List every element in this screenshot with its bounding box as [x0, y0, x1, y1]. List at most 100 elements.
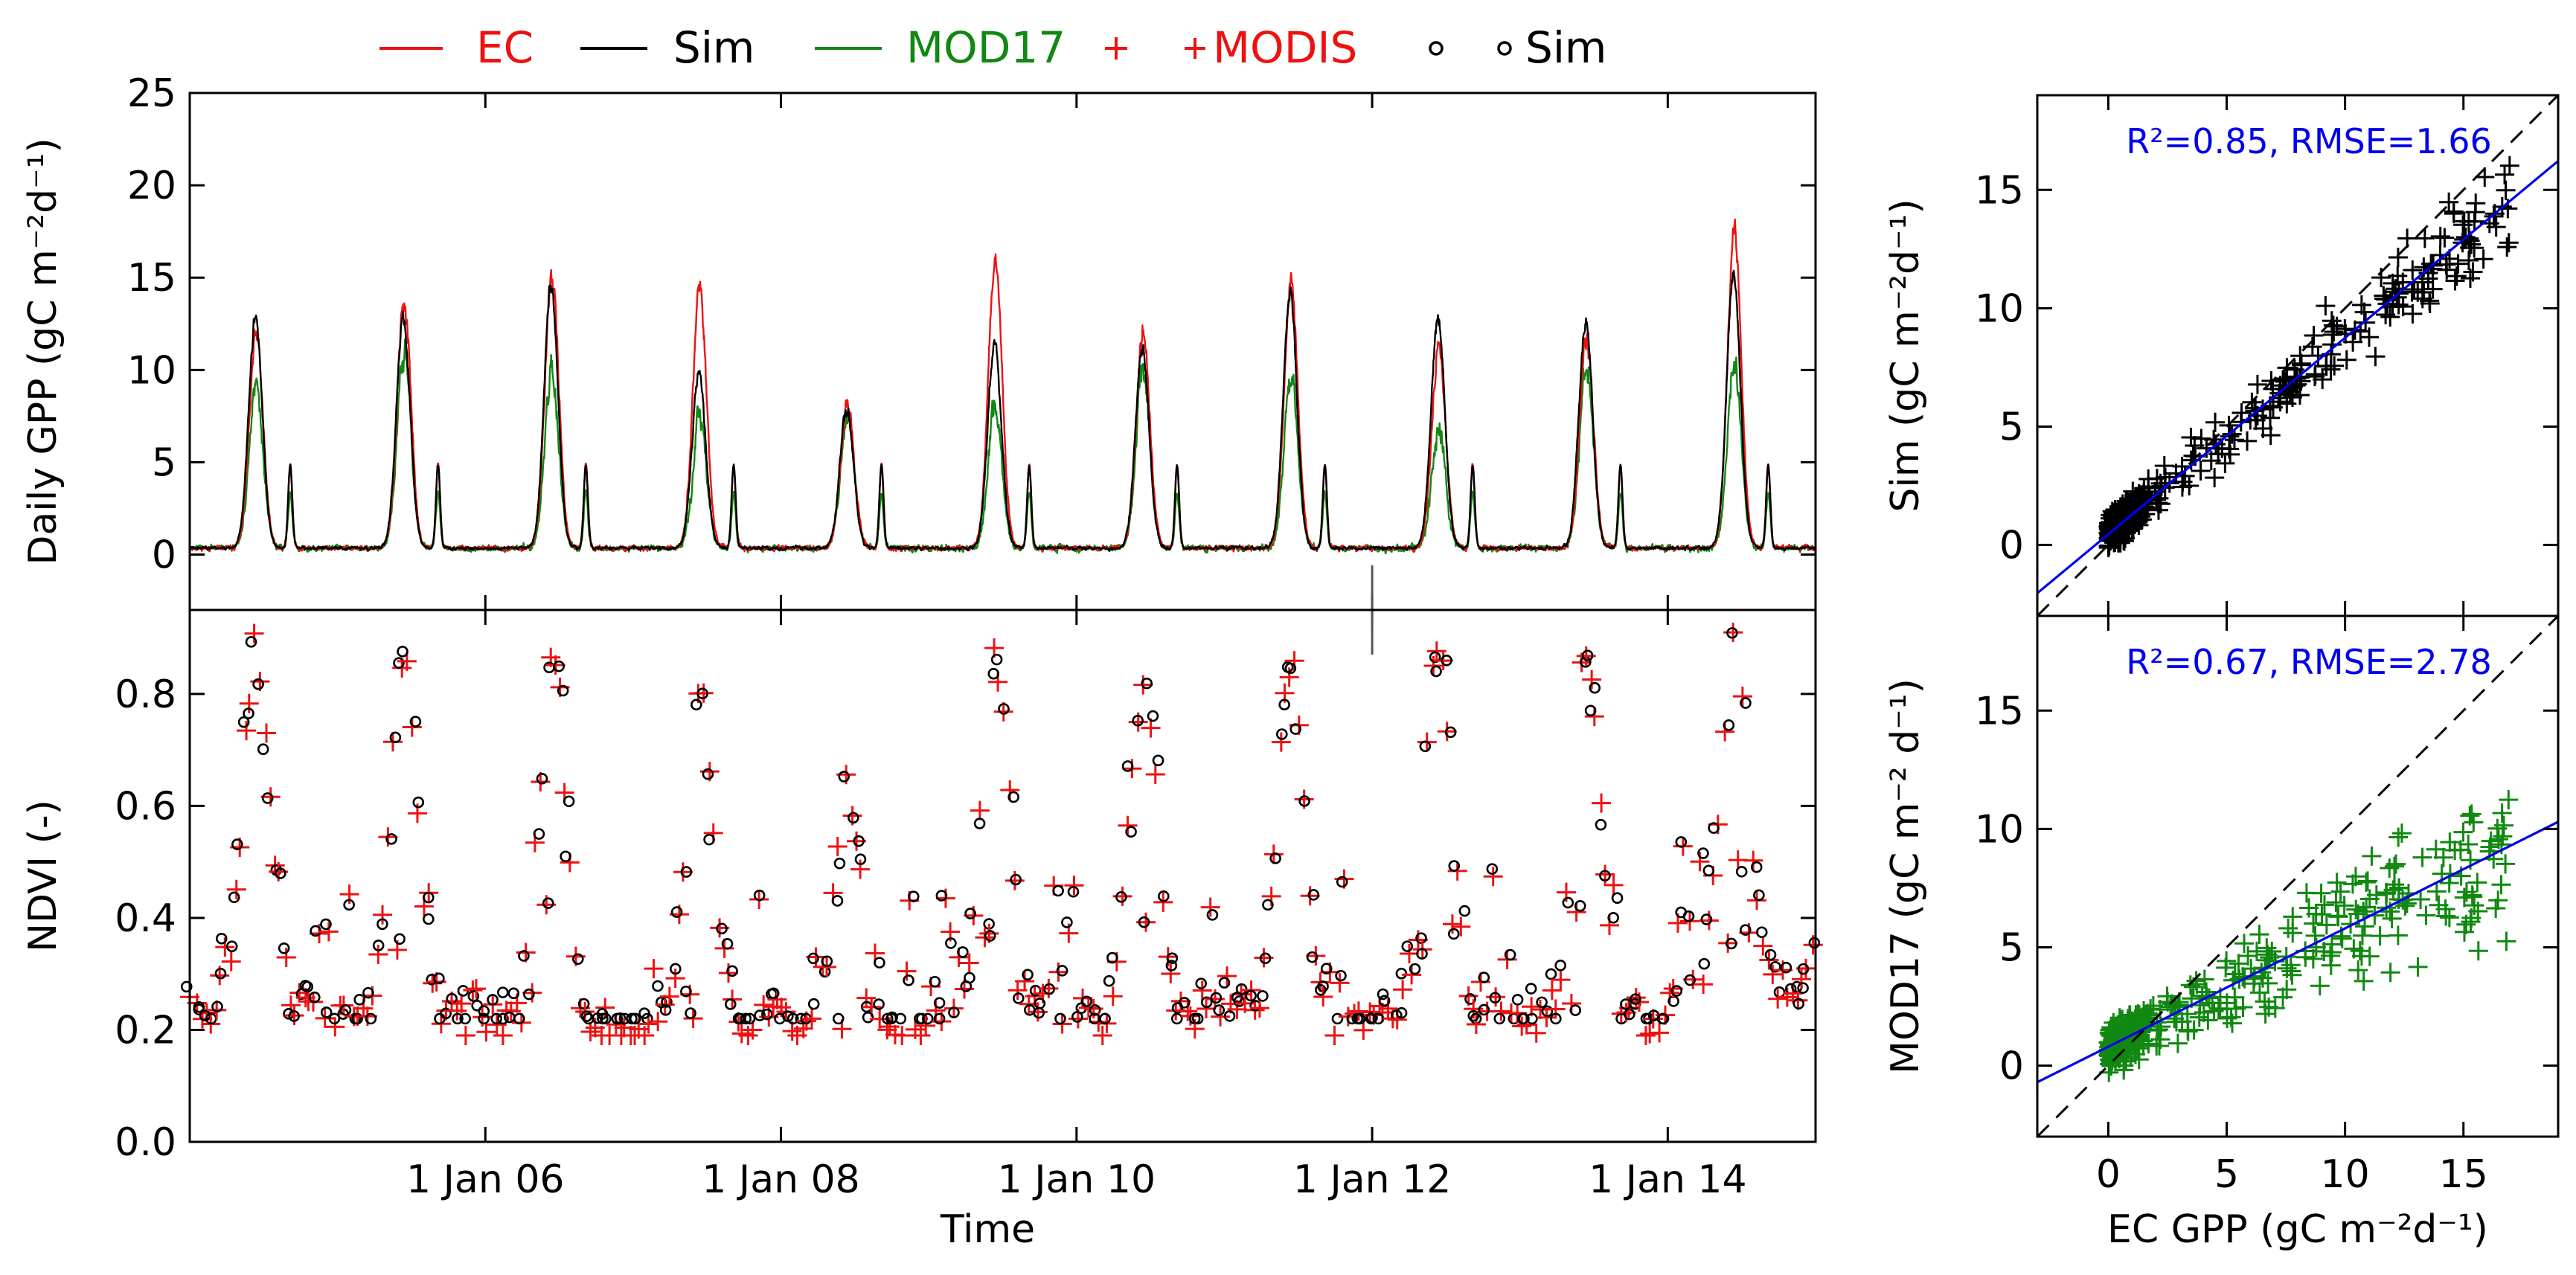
sim-vs-ec-point	[2388, 247, 2408, 267]
sim-vs-ec-point	[2365, 347, 2386, 367]
sim-ndvi-point	[1121, 760, 1134, 772]
mod17-vs-ec-point	[2388, 827, 2409, 847]
mod17-vs-ec-point	[2217, 1009, 2237, 1029]
sim-ndvi-point	[854, 853, 867, 866]
ndvi-y-label: 0.8	[115, 672, 176, 717]
sim-ndvi-point	[1278, 698, 1290, 711]
sim-ndvi-point	[1191, 1012, 1204, 1025]
mod17-vs-ec-point	[2194, 969, 2214, 989]
sim-vs-ec-point	[2292, 355, 2312, 375]
sim-ndvi-point	[1797, 963, 1810, 975]
sim-vs-ec-point	[2351, 295, 2371, 315]
modis-ndvi-point	[1192, 980, 1212, 1001]
modis-ndvi-point	[817, 957, 837, 977]
sim-ndvi-point	[1269, 852, 1281, 864]
sim-ndvi-point	[1769, 960, 1781, 973]
mod17-vs-ec-point	[2221, 1007, 2241, 1027]
sim-ndvi-point	[1022, 969, 1034, 981]
sim-ndvi-point	[882, 1012, 894, 1025]
sim-ndvi-point	[1395, 1006, 1408, 1019]
legend-modis-label: MODIS	[1213, 22, 1357, 73]
sim-vs-ec-point	[2115, 493, 2136, 513]
mod17-vs-ec-x-tick-label: 5	[2214, 1152, 2239, 1197]
mod17-vs-ec-x-axis-title: EC GPP (gC m⁻²d⁻¹)	[2107, 1207, 2488, 1252]
sim-ndvi-point	[275, 867, 286, 879]
mod17-vs-ec-point	[2150, 1000, 2170, 1020]
sim-ndvi-point	[933, 997, 946, 1009]
mod17-vs-ec-point	[2326, 893, 2346, 913]
mod17-vs-ec-point	[2125, 1044, 2145, 1064]
gpp-y-axis-title: Daily GPP (gC m⁻²d⁻¹)	[21, 138, 65, 565]
modis-ndvi-point	[1433, 651, 1453, 671]
sim-ndvi-point	[1611, 892, 1624, 904]
ndvi-y-axis-title: NDVI (-)	[21, 800, 65, 952]
sim-ndvi-point	[1740, 924, 1752, 936]
mod17-vs-ec-point	[2283, 907, 2303, 927]
sim-vs-ec-point	[2473, 249, 2493, 269]
modis-ndvi-point	[1545, 999, 1566, 1019]
sim-ndvi-point	[1245, 989, 1257, 1002]
modis-ndvi-point	[659, 986, 679, 1006]
sim-ndvi-point	[638, 1007, 650, 1020]
sim-vs-ec-point	[2423, 279, 2443, 299]
sim-ndvi-point	[696, 687, 708, 700]
sim-ndvi-point	[984, 930, 996, 942]
modis-ndvi-point	[1447, 861, 1467, 881]
sim-ndvi-point	[1536, 996, 1548, 1009]
mod17-vs-ec-point	[2391, 823, 2412, 844]
sim-ndvi-point	[577, 998, 590, 1010]
modis-ndvi-point	[452, 994, 472, 1014]
mod17-vs-ec-point	[2321, 955, 2341, 975]
sim-vs-ec-point	[2335, 319, 2355, 339]
sim-ndvi-point	[600, 1012, 612, 1025]
modis-ndvi-point	[827, 837, 848, 857]
sim-ndvi-point	[753, 889, 766, 902]
modis-ndvi-point	[476, 1022, 496, 1042]
sim-vs-ec-one-to-one-line	[2037, 95, 2558, 616]
modis-ndvi-point	[237, 721, 257, 741]
modis-ndvi-point	[1768, 989, 1788, 1009]
sim-ndvi-point	[1056, 965, 1068, 977]
mod17-vs-ec-point	[2278, 918, 2298, 938]
mod17-vs-ec-point	[2484, 849, 2504, 869]
sim-ndvi-point	[1700, 913, 1713, 925]
mod17-vs-ec-point	[2433, 847, 2453, 867]
sim-ndvi-point	[767, 987, 780, 1000]
modis-ndvi-point	[373, 905, 393, 925]
ndvi-y-label: 0.2	[115, 1008, 176, 1053]
sim-ndvi-point	[1257, 990, 1269, 1002]
sim-ndvi-point	[1103, 974, 1115, 987]
sim-vs-ec-point	[2403, 260, 2423, 280]
modis-ndvi-point	[1200, 897, 1220, 917]
sim-ndvi-point	[1010, 873, 1022, 886]
sim-ndvi-point	[786, 1012, 799, 1025]
modis-ndvi-point	[284, 1006, 304, 1026]
modis-ndvi-point	[1103, 986, 1123, 1006]
mod17-vs-ec-y-label: 0	[1999, 1044, 2024, 1089]
mod17-vs-ec-point	[2468, 941, 2488, 961]
mod17-vs-ec-point	[2426, 881, 2447, 902]
modis-ndvi-point	[1491, 1001, 1511, 1021]
mod17-vs-ec-point	[2296, 883, 2316, 903]
sim-ndvi-point	[328, 1012, 341, 1025]
sim-ndvi-point	[490, 1012, 503, 1025]
sim-ndvi-point	[1478, 1003, 1490, 1016]
mod17-vs-ec-point	[2454, 887, 2474, 908]
sim-ndvi-point	[389, 731, 402, 744]
sim-vs-ec-point	[2421, 254, 2441, 274]
sim-ndvi-point	[1210, 992, 1223, 1004]
mod17-vs-ec-y-axis-title: MOD17 (gC m⁻² d⁻¹)	[1883, 678, 1928, 1074]
sim-vs-ec-point	[2316, 296, 2336, 316]
sim-ndvi-point	[670, 963, 682, 975]
modis-ndvi-point	[1753, 936, 1773, 956]
mod17-vs-ec-point	[2172, 1012, 2192, 1032]
sim-ndvi-point	[1377, 988, 1389, 1001]
modis-ndvi-point	[1353, 1020, 1374, 1040]
mod17-vs-ec-point	[2281, 955, 2301, 975]
sim-vs-ec-y-label: 15	[1975, 168, 2024, 213]
sim-ndvi-point	[1262, 899, 1274, 911]
sim-ndvi-point	[831, 895, 844, 907]
mod17-vs-ec-point	[2306, 904, 2326, 924]
sim-ndvi-point	[1750, 861, 1763, 873]
